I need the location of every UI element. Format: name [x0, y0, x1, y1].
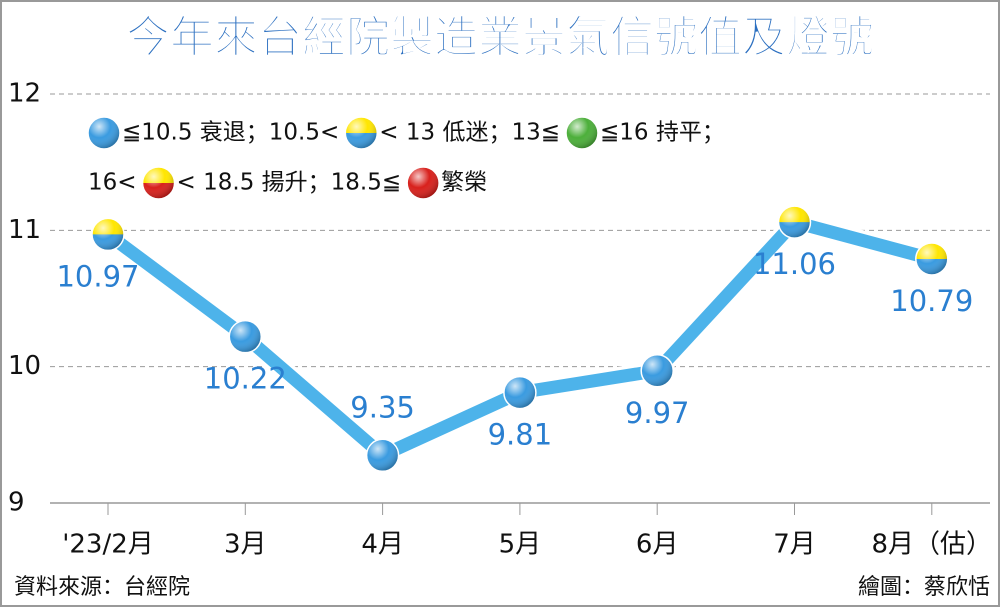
value-label: 9.97: [625, 396, 690, 430]
ball-shine: [365, 438, 400, 473]
value-label: 10.97: [56, 259, 139, 293]
point: [503, 375, 537, 410]
ball-shine: [141, 166, 176, 200]
x-tick-label: 6月: [636, 530, 679, 560]
x-tick-label: 5月: [499, 530, 542, 560]
legend-text: < 18.5 揚升；18.5≦: [177, 170, 402, 196]
x-tick-label: 4月: [361, 530, 404, 560]
ball-shine: [565, 116, 599, 150]
legend-text: 16<: [88, 170, 137, 196]
legend-ball: [141, 166, 176, 200]
ball-shine: [777, 205, 812, 239]
point: [228, 319, 263, 354]
legend-text: ≦10.5 衰退；10.5<: [122, 120, 339, 146]
y-tick-label: 10: [8, 351, 41, 381]
value-label: 10.22: [204, 362, 287, 396]
point: [915, 242, 949, 276]
point: [91, 217, 125, 252]
legend-ball: [565, 116, 599, 150]
legend-ball: [87, 116, 121, 150]
point: [365, 438, 400, 473]
legend-ball: [406, 166, 440, 200]
ball-shine: [91, 217, 125, 252]
y-tick-label: 11: [8, 215, 41, 245]
ball-shine: [344, 116, 379, 150]
ball-shine: [915, 242, 949, 276]
legend-text: ≦16 持平；: [600, 120, 725, 146]
credit: 繪圖：蔡欣恬: [858, 575, 990, 600]
legend-ball: [344, 116, 379, 150]
ball-shine: [503, 375, 537, 410]
point: [777, 205, 812, 239]
ball-shine: [640, 354, 674, 388]
x-tick-label: 7月: [773, 530, 816, 560]
y-tick-label: 12: [8, 79, 41, 109]
value-label: 9.35: [350, 390, 415, 424]
x-tick-label: '23/2月: [62, 530, 154, 560]
legend-text: < 13 低迷；13≦: [379, 120, 560, 146]
point: [640, 354, 674, 388]
y-tick-label: 9: [8, 488, 25, 518]
value-label: 10.79: [890, 284, 973, 318]
ball-shine: [87, 116, 121, 150]
chart-title: 今年來台經院製造業景氣信號值及燈號: [126, 12, 874, 63]
value-label: 11.06: [753, 247, 836, 281]
source: 資料來源：台經院: [14, 575, 190, 600]
x-tick-label: 3月: [224, 530, 267, 560]
value-label: 9.81: [488, 418, 553, 452]
x-tick-label: 8月（估）: [872, 530, 993, 560]
ball-shine: [228, 319, 263, 354]
ball-shine: [406, 166, 440, 200]
legend-text: 繁榮: [441, 170, 487, 196]
